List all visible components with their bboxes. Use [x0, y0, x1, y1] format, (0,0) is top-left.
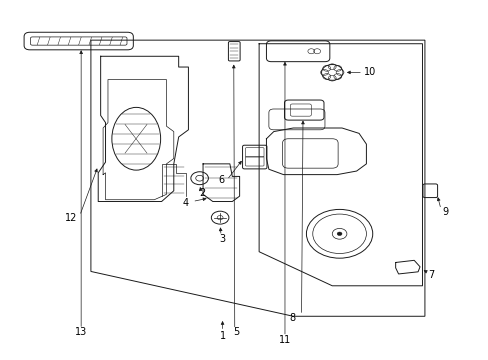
Text: 12: 12	[65, 213, 78, 222]
Text: 2: 2	[199, 188, 205, 198]
Text: 3: 3	[219, 234, 225, 244]
Text: 10: 10	[363, 67, 375, 77]
Text: 4: 4	[183, 198, 189, 208]
Text: 13: 13	[75, 327, 87, 337]
Text: 8: 8	[288, 313, 295, 323]
Text: 9: 9	[441, 207, 447, 217]
Text: 7: 7	[427, 270, 434, 280]
Circle shape	[336, 232, 341, 235]
Text: 1: 1	[219, 331, 225, 341]
Text: 6: 6	[219, 175, 224, 185]
Text: 11: 11	[278, 334, 290, 345]
Text: 5: 5	[233, 327, 239, 337]
